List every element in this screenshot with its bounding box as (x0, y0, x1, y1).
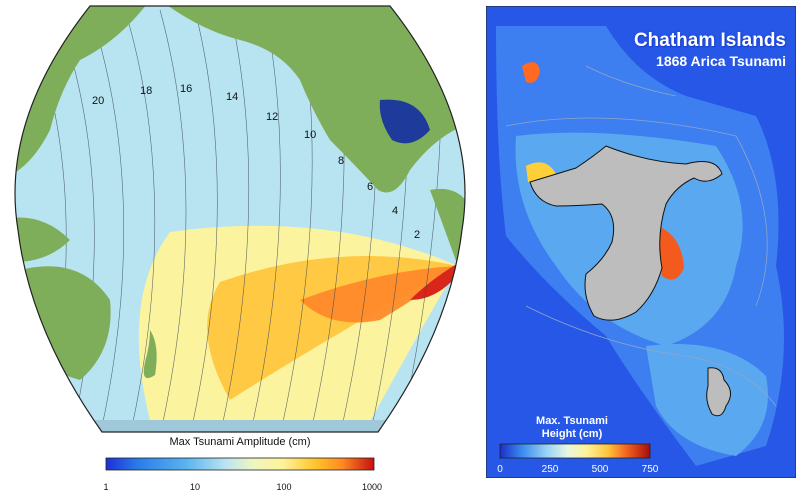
contour-label-18: 18 (140, 85, 152, 97)
gulf-of-mexico (379, 99, 430, 144)
right-colorbar (499, 443, 651, 459)
map-title: Chatham Islands (634, 30, 786, 51)
left-colorbar-legend: Max Tsunami Amplitude (cm) 1 10 100 1000 (0, 436, 480, 500)
antarctic-shelf (15, 420, 465, 432)
new-zealand-land (143, 330, 157, 379)
contour-label-14: 14 (226, 91, 238, 103)
right-colorbar-tick-750: 750 (642, 464, 659, 475)
left-colorbar (105, 457, 375, 471)
left-colorbar-title: Max Tsunami Amplitude (cm) (169, 436, 311, 448)
tsunami-source (410, 262, 460, 300)
globe-outline (14, 5, 466, 433)
right-colorbar-title-line1: Max. Tsunami (536, 415, 608, 427)
pacific-tsunami-map: 20 18 16 14 12 10 8 6 4 2 (14, 5, 466, 433)
right-colorbar-tick-0: 0 (497, 464, 503, 475)
contour-label-16: 16 (180, 83, 192, 95)
tsunami-beam-inner (300, 266, 458, 323)
chatham-islands-map: Chatham Islands 1868 Arica Tsunami Max. … (486, 6, 796, 478)
contour-label-2: 2 (414, 229, 420, 241)
right-colorbar-title-line2: Height (cm) (542, 428, 603, 440)
contour-label-12: 12 (266, 111, 278, 123)
left-colorbar-tick-10: 10 (189, 482, 201, 492)
left-colorbar-tick-1000: 1000 (361, 482, 383, 492)
south-america-land (430, 188, 465, 300)
east-coast-hot (658, 226, 684, 280)
right-colorbar-tick-250: 250 (542, 464, 559, 475)
pitt-island (706, 367, 731, 417)
contour-label-6: 6 (367, 181, 373, 193)
lagoon-hot (522, 62, 540, 83)
contour-label-20: 20 (92, 95, 104, 107)
left-colorbar-tick-100: 100 (276, 482, 292, 492)
chatham-island (529, 145, 723, 321)
north-america-land (160, 6, 465, 193)
bathymetry-contours (505, 65, 777, 407)
map-subtitle: 1868 Arica Tsunami (656, 53, 786, 69)
contour-label-10: 10 (304, 129, 316, 141)
left-colorbar-tick-1: 1 (103, 482, 109, 492)
right-colorbar-tick-500: 500 (592, 464, 609, 475)
contour-label-4: 4 (392, 205, 398, 217)
contour-label-8: 8 (338, 155, 344, 167)
